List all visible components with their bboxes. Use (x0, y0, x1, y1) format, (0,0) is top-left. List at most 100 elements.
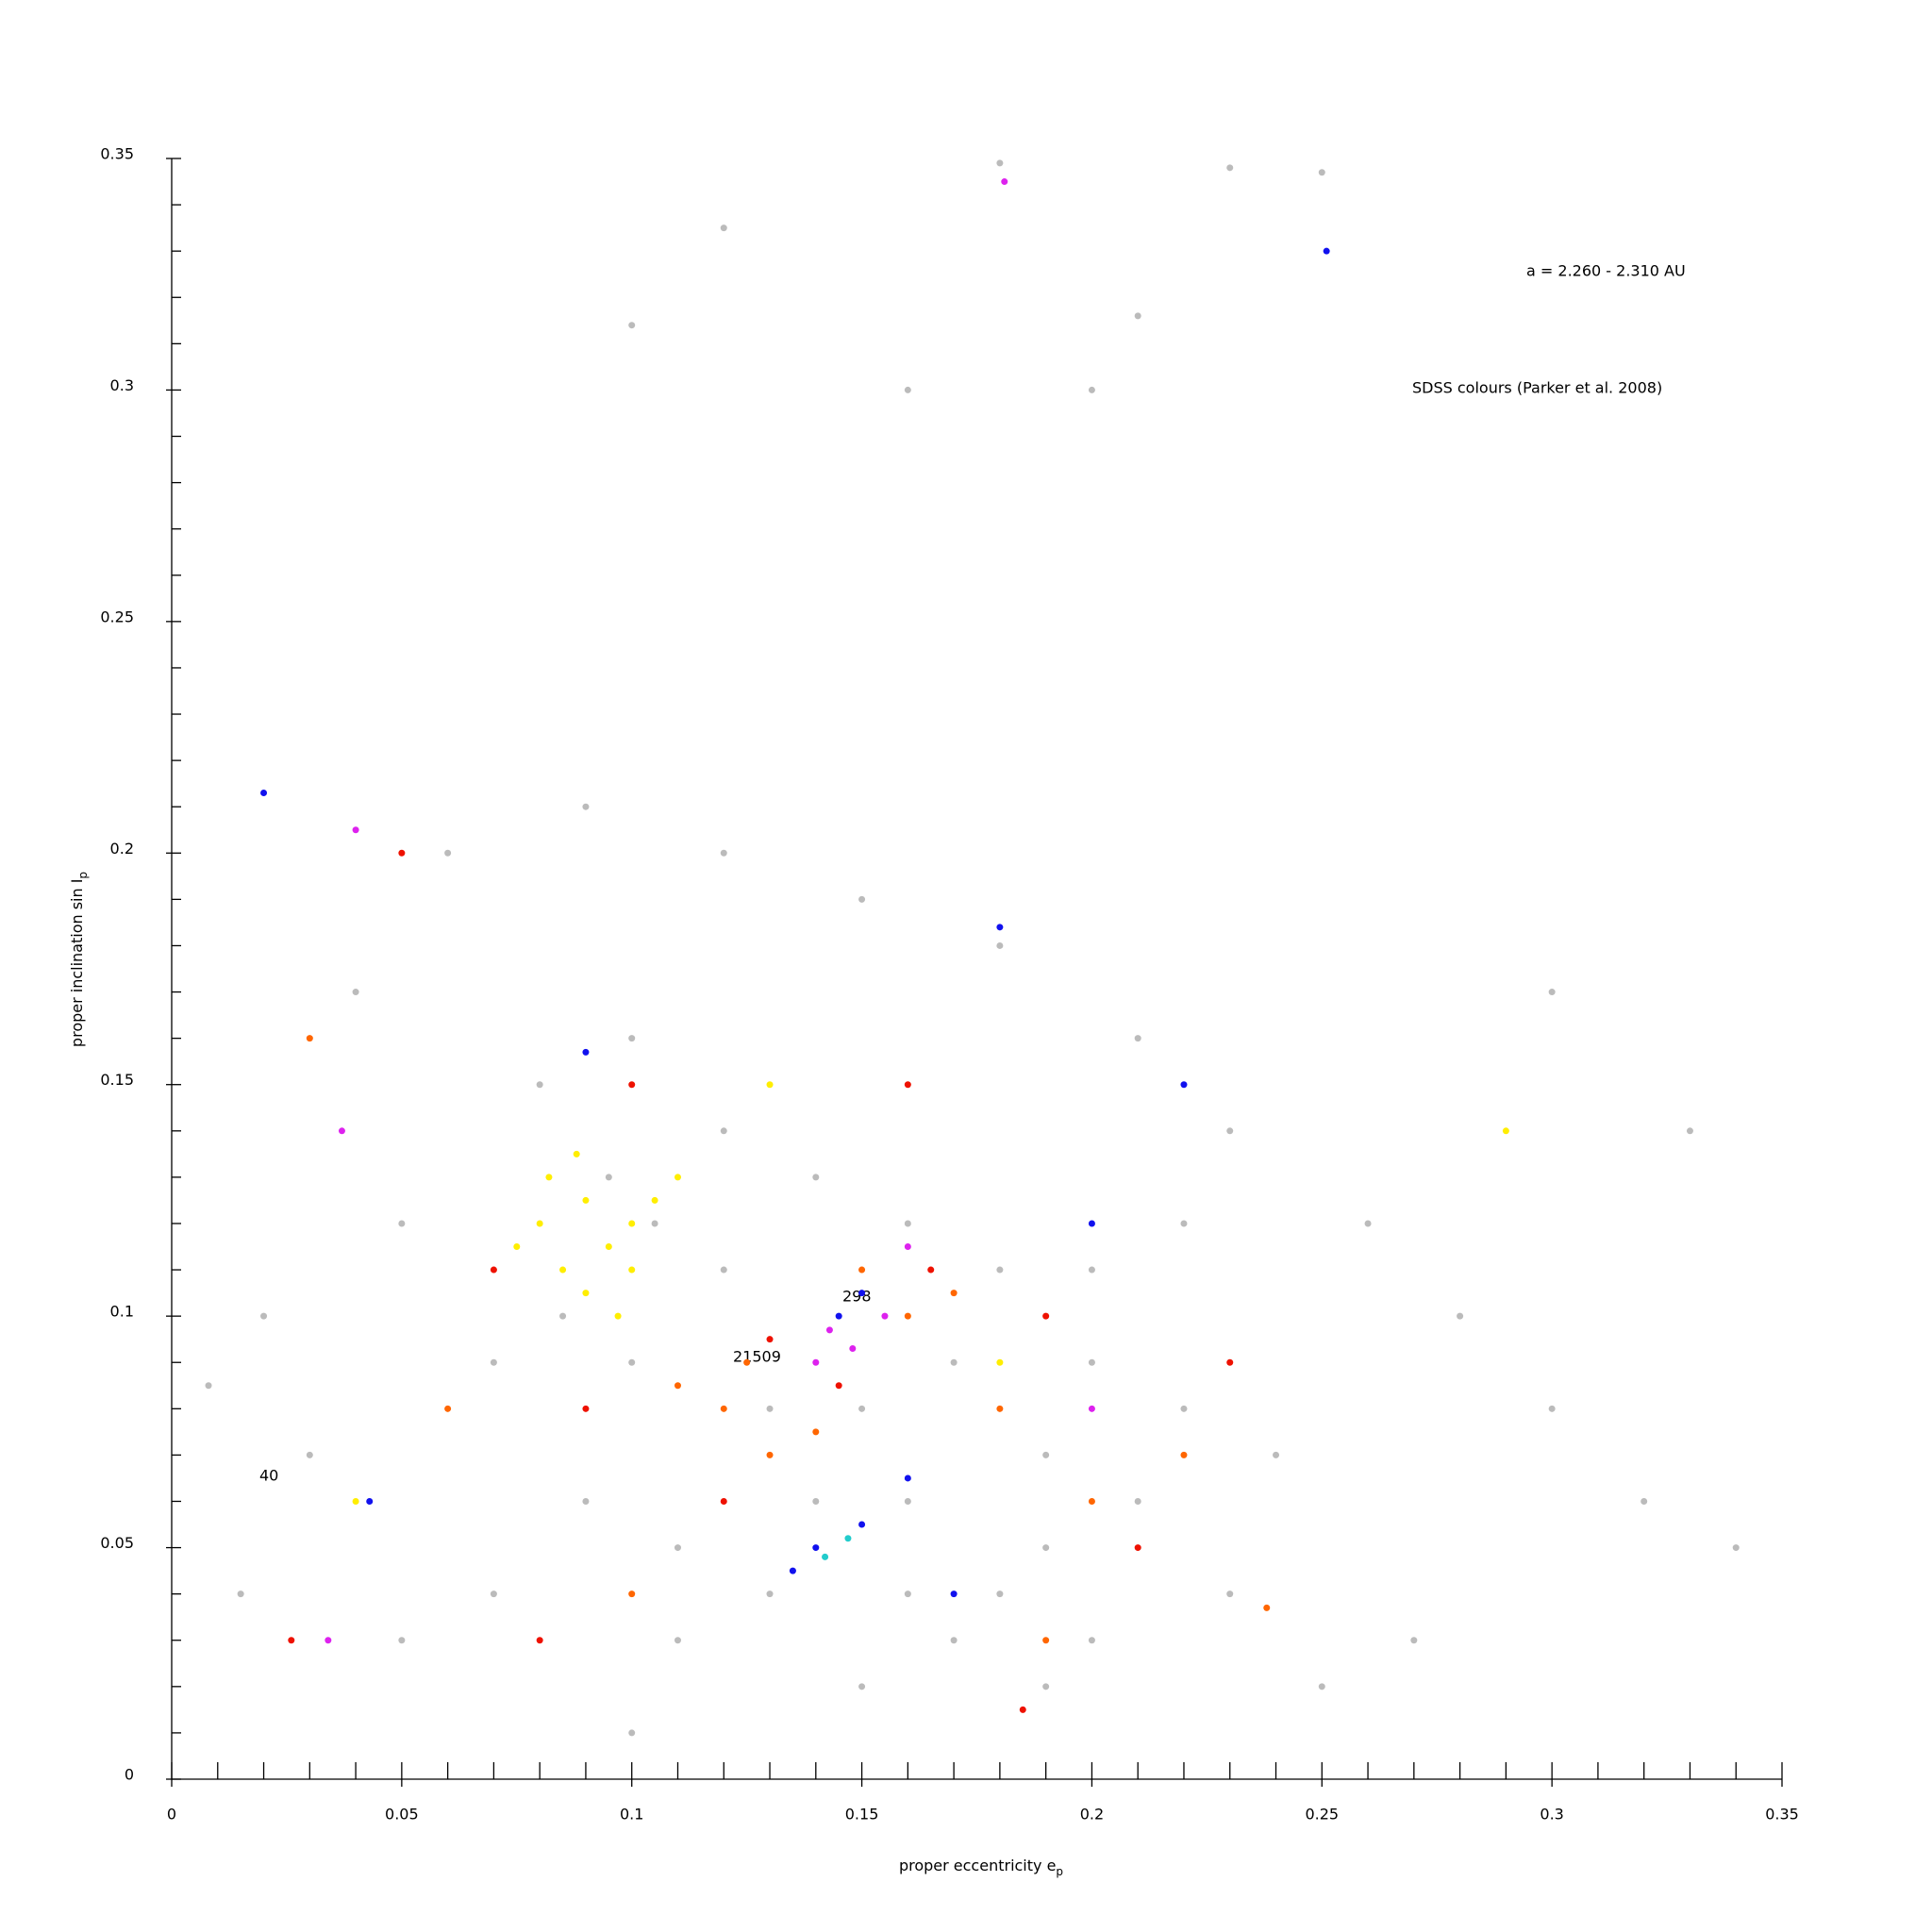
x-tick-label: 0.3 (1540, 1806, 1563, 1824)
point (444, 849, 452, 857)
point (996, 1266, 1004, 1274)
point (904, 386, 911, 393)
point (674, 1544, 681, 1552)
point (260, 1312, 268, 1320)
point (1134, 1497, 1141, 1505)
point (720, 1497, 727, 1505)
point (1318, 169, 1325, 176)
point (628, 1035, 636, 1042)
point (1686, 1127, 1693, 1135)
point (858, 1683, 866, 1690)
point (743, 1358, 751, 1366)
point (1318, 1683, 1325, 1690)
point (366, 1497, 374, 1505)
y-tick-label: 0.3 (110, 376, 134, 394)
point (352, 989, 359, 996)
point (545, 1174, 553, 1181)
point (1042, 1637, 1050, 1644)
x-axis-label-main: proper eccentricity e (899, 1857, 1056, 1874)
x-tick-label: 0.25 (1305, 1806, 1339, 1824)
point (628, 1081, 636, 1089)
point (720, 1266, 727, 1274)
point (205, 1382, 212, 1390)
x-axis-label: proper eccentricity ep (899, 1857, 1063, 1878)
point (835, 1382, 842, 1390)
point (338, 1127, 345, 1135)
point (674, 1637, 681, 1644)
point (766, 1081, 774, 1089)
point (1323, 247, 1330, 255)
point (858, 1521, 866, 1528)
point (628, 1266, 636, 1274)
point (582, 1048, 590, 1056)
point (904, 1591, 911, 1598)
point (288, 1637, 295, 1644)
point (1042, 1544, 1050, 1552)
annotation: a = 2.260 - 2.310 AU (1526, 262, 1686, 280)
point (904, 1474, 911, 1482)
point (1042, 1312, 1050, 1320)
point (904, 1312, 911, 1320)
point (812, 1544, 820, 1552)
point (306, 1451, 313, 1458)
point (858, 1405, 866, 1412)
point (996, 1405, 1004, 1412)
point (996, 1591, 1004, 1598)
y-tick-label: 0.1 (110, 1303, 134, 1321)
point (1226, 1591, 1234, 1598)
point (996, 924, 1004, 931)
point (1502, 1127, 1509, 1135)
x-tick-label: 0.05 (385, 1806, 419, 1824)
point (1088, 1266, 1095, 1274)
point (628, 1591, 636, 1598)
point (1088, 1637, 1095, 1644)
point (1088, 1220, 1095, 1227)
point (1042, 1451, 1050, 1458)
point (1364, 1220, 1372, 1227)
y-axis-label-main: proper inclination sin I (68, 879, 86, 1048)
point (573, 1150, 580, 1158)
point (614, 1312, 622, 1320)
x-tick-label: 0.15 (845, 1806, 879, 1824)
point (1641, 1497, 1648, 1505)
point (1134, 312, 1141, 320)
point (1088, 1358, 1095, 1366)
point (766, 1336, 774, 1343)
point (582, 1196, 590, 1204)
point (490, 1591, 497, 1598)
point (950, 1637, 958, 1644)
point (444, 1405, 452, 1412)
point (1732, 1544, 1740, 1552)
y-tick-label: 0.35 (100, 145, 134, 163)
point (950, 1591, 958, 1598)
point (674, 1174, 681, 1181)
point (1457, 1312, 1464, 1320)
point (1180, 1220, 1188, 1227)
point (766, 1591, 774, 1598)
point (582, 803, 590, 810)
point (1180, 1081, 1188, 1089)
point (858, 895, 866, 903)
point (858, 1266, 866, 1274)
point (844, 1535, 852, 1542)
point (1226, 164, 1234, 172)
point (996, 941, 1004, 949)
point (825, 1326, 833, 1334)
point (1548, 1405, 1556, 1412)
annotation: 298 (842, 1288, 872, 1306)
point (1088, 1497, 1095, 1505)
point (766, 1405, 774, 1412)
point (904, 1220, 911, 1227)
point (812, 1497, 820, 1505)
point (720, 849, 727, 857)
point (1548, 989, 1556, 996)
point (628, 1220, 636, 1227)
annotation: SDSS colours (Parker et al. 2008) (1412, 379, 1662, 397)
point (559, 1266, 567, 1274)
point (1226, 1358, 1234, 1366)
point (812, 1428, 820, 1436)
point (720, 225, 727, 232)
point (1226, 1127, 1234, 1135)
point (605, 1174, 612, 1181)
x-tick-label: 0.1 (620, 1806, 643, 1824)
